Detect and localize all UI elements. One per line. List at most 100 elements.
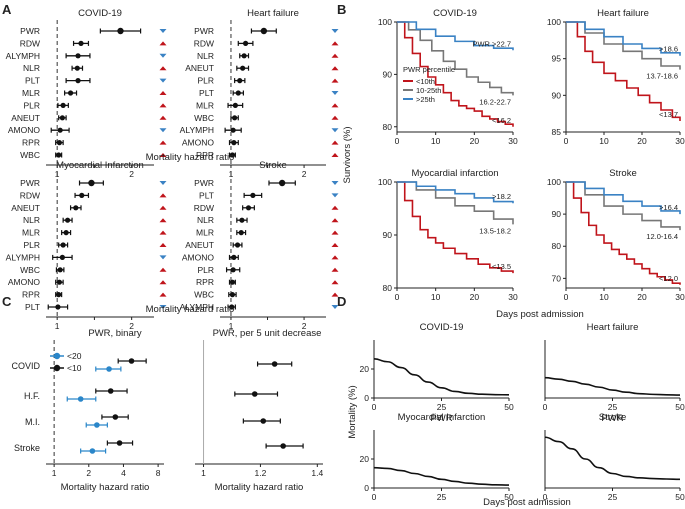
arrow-down-icon — [331, 91, 339, 95]
estimate-point — [88, 179, 95, 187]
arrow-up-icon — [331, 115, 339, 120]
row-label: PLR — [23, 240, 40, 250]
estimate-point — [117, 27, 124, 35]
legend-entry: 10-25th — [416, 86, 441, 95]
curve-end-label: <12.0 — [659, 274, 678, 283]
forest-title: Heart failure — [247, 8, 299, 19]
estimate-point — [78, 40, 84, 47]
y-tick-label: 80 — [383, 283, 393, 293]
estimate-point — [251, 391, 258, 397]
row-label: ANEUT — [185, 63, 214, 73]
curve-end-label: <13.5 — [492, 262, 511, 271]
survival-curve-10-25th — [566, 181, 681, 231]
x-axis-label: PWR — [430, 413, 452, 424]
curve-end-label: 16.2-22.7 — [479, 97, 511, 106]
x-tick-label: 2 — [302, 321, 307, 331]
row-label: AMONO — [8, 277, 41, 287]
panel-letter-b: B — [337, 2, 346, 17]
curve-end-label: >18.6 — [659, 45, 678, 54]
arrow-up-icon — [331, 218, 339, 223]
row-label: ALYMPH — [180, 302, 214, 312]
row-label: PWR — [20, 26, 40, 36]
estimate-point — [229, 152, 236, 158]
legend-marker — [53, 364, 61, 372]
estimate-point — [241, 53, 247, 59]
x-axis-label: Days post admission — [483, 497, 571, 508]
estimate-point — [238, 230, 244, 236]
x-tick-label: 0 — [372, 492, 377, 502]
arrow-up-icon — [159, 41, 167, 46]
x-tick-label: 1.4 — [311, 468, 323, 478]
panel-letter-a: A — [2, 2, 12, 17]
x-tick-label: 1 — [229, 321, 234, 331]
x-axis-label: PWR — [601, 413, 623, 424]
x-tick-label: 1 — [55, 321, 60, 331]
x-axis-label: Mortality hazard ratio — [61, 482, 150, 493]
row-label: RDW — [194, 203, 214, 213]
forest-title: Stroke — [259, 160, 286, 171]
arrow-down-icon — [159, 305, 167, 309]
survival-curve-<10th — [397, 181, 514, 274]
estimate-point — [63, 230, 69, 236]
row-label: ANEUT — [11, 113, 40, 123]
x-tick-label: 30 — [675, 292, 685, 302]
curve-end-label: PWR >22.7 — [472, 39, 511, 48]
row-label: ALYMPH — [180, 125, 214, 135]
x-axis-label: Days post admission — [496, 309, 584, 320]
mortality-curve — [544, 376, 681, 396]
legend-entry: <10th — [416, 77, 435, 86]
row-label: AMONO — [182, 252, 215, 262]
row-label: PLR — [197, 265, 214, 275]
legend-entry: <20 — [67, 351, 82, 361]
arrow-up-icon — [331, 140, 339, 145]
y-axis-label: Mortality (%) — [347, 385, 358, 438]
arrow-up-icon — [159, 243, 167, 247]
estimate-point — [230, 267, 236, 273]
estimate-point-<20 — [94, 422, 100, 428]
estimate-point — [232, 102, 238, 108]
legend-entry: <10 — [67, 363, 82, 373]
survival-curve-10-25th — [566, 21, 681, 70]
estimate-point — [65, 217, 71, 223]
x-axis-label: Mortality hazard ratio — [215, 482, 304, 493]
x-tick-label: 2 — [129, 169, 134, 179]
arrow-up-icon — [159, 280, 167, 285]
x-tick-label: 1.2 — [255, 468, 267, 478]
y-tick-label: 85 — [552, 127, 562, 137]
arrow-down-icon — [159, 78, 167, 83]
legend-marker — [53, 352, 61, 360]
arrow-up-icon — [331, 230, 339, 235]
arrow-down-icon — [331, 128, 339, 133]
estimate-point — [59, 254, 65, 260]
row-label: PLT — [199, 88, 214, 98]
y-tick-label: 0 — [364, 393, 369, 403]
row-label: RPR — [196, 277, 214, 287]
arrow-up-icon — [331, 255, 339, 260]
estimate-point — [232, 115, 238, 121]
y-tick-label: 100 — [378, 177, 392, 187]
y-tick-label: 70 — [552, 273, 562, 283]
estimate-point — [74, 65, 80, 71]
row-label: RPR — [22, 138, 40, 148]
arrow-up-icon — [159, 115, 167, 120]
arrow-down-icon — [331, 193, 339, 198]
row-label: MLR — [196, 100, 214, 110]
estimate-point — [79, 192, 85, 198]
forest-title: COVID-19 — [78, 8, 122, 19]
estimate-point — [60, 102, 66, 108]
x-tick-label: 25 — [608, 492, 618, 502]
survival-curve-<10th — [566, 181, 681, 285]
estimate-point — [229, 292, 236, 298]
estimate-point-<10 — [112, 414, 119, 420]
legend-entry: >25th — [416, 95, 435, 104]
y-tick-label: 20 — [360, 454, 370, 464]
y-tick-label: 20 — [360, 364, 370, 374]
x-tick-label: 2 — [302, 169, 307, 179]
survival-curve-<10th — [566, 21, 681, 121]
survival-title: COVID-19 — [433, 8, 477, 19]
row-label: WBC — [194, 113, 214, 123]
estimate-point — [57, 267, 63, 273]
arrow-up-icon — [159, 91, 167, 95]
estimate-point — [60, 242, 66, 248]
arrow-down-icon — [331, 181, 339, 185]
